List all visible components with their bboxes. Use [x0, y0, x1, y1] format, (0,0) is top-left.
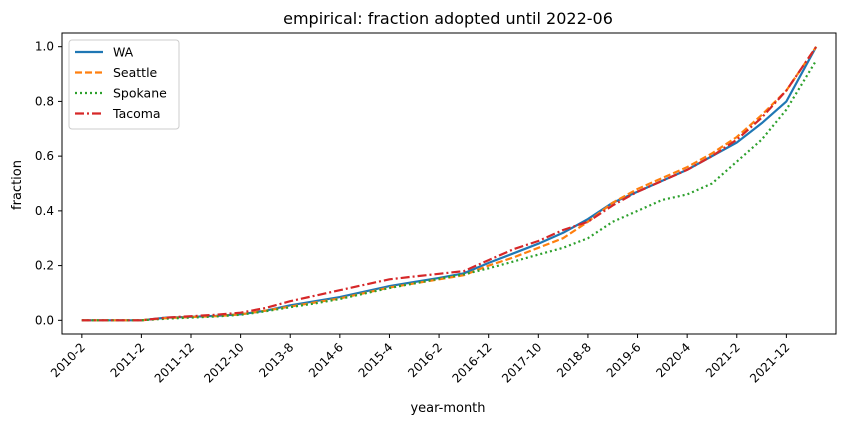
y-axis: 0.0 0.2 0.4 0.6 0.8 1.0 — [35, 40, 62, 327]
y-tick-label: 1.0 — [35, 40, 54, 54]
y-tick-label: 0.0 — [35, 313, 54, 327]
legend-label-seattle: Seattle — [113, 65, 158, 80]
series-line-spokane — [81, 59, 818, 322]
y-tick-label: 0.4 — [35, 204, 54, 218]
y-tick-label: 0.6 — [35, 149, 54, 163]
chart-title: empirical: fraction adopted until 2022-0… — [283, 9, 613, 28]
series-line-tacoma — [81, 46, 818, 322]
legend-label-wa: WA — [113, 45, 134, 60]
plot-frame — [61, 32, 837, 335]
legend-label-spokane: Spokane — [113, 86, 167, 101]
x-axis-label: year-month — [410, 401, 485, 416]
y-axis-label: fraction — [10, 160, 25, 210]
y-tick-label: 0.2 — [35, 259, 54, 273]
legend-box — [68, 39, 180, 130]
legend: WA Seattle Spokane Tacoma — [68, 39, 180, 130]
plot-area — [81, 46, 818, 322]
y-tick-label: 0.8 — [35, 94, 54, 108]
legend-label-tacoma: Tacoma — [112, 106, 161, 121]
